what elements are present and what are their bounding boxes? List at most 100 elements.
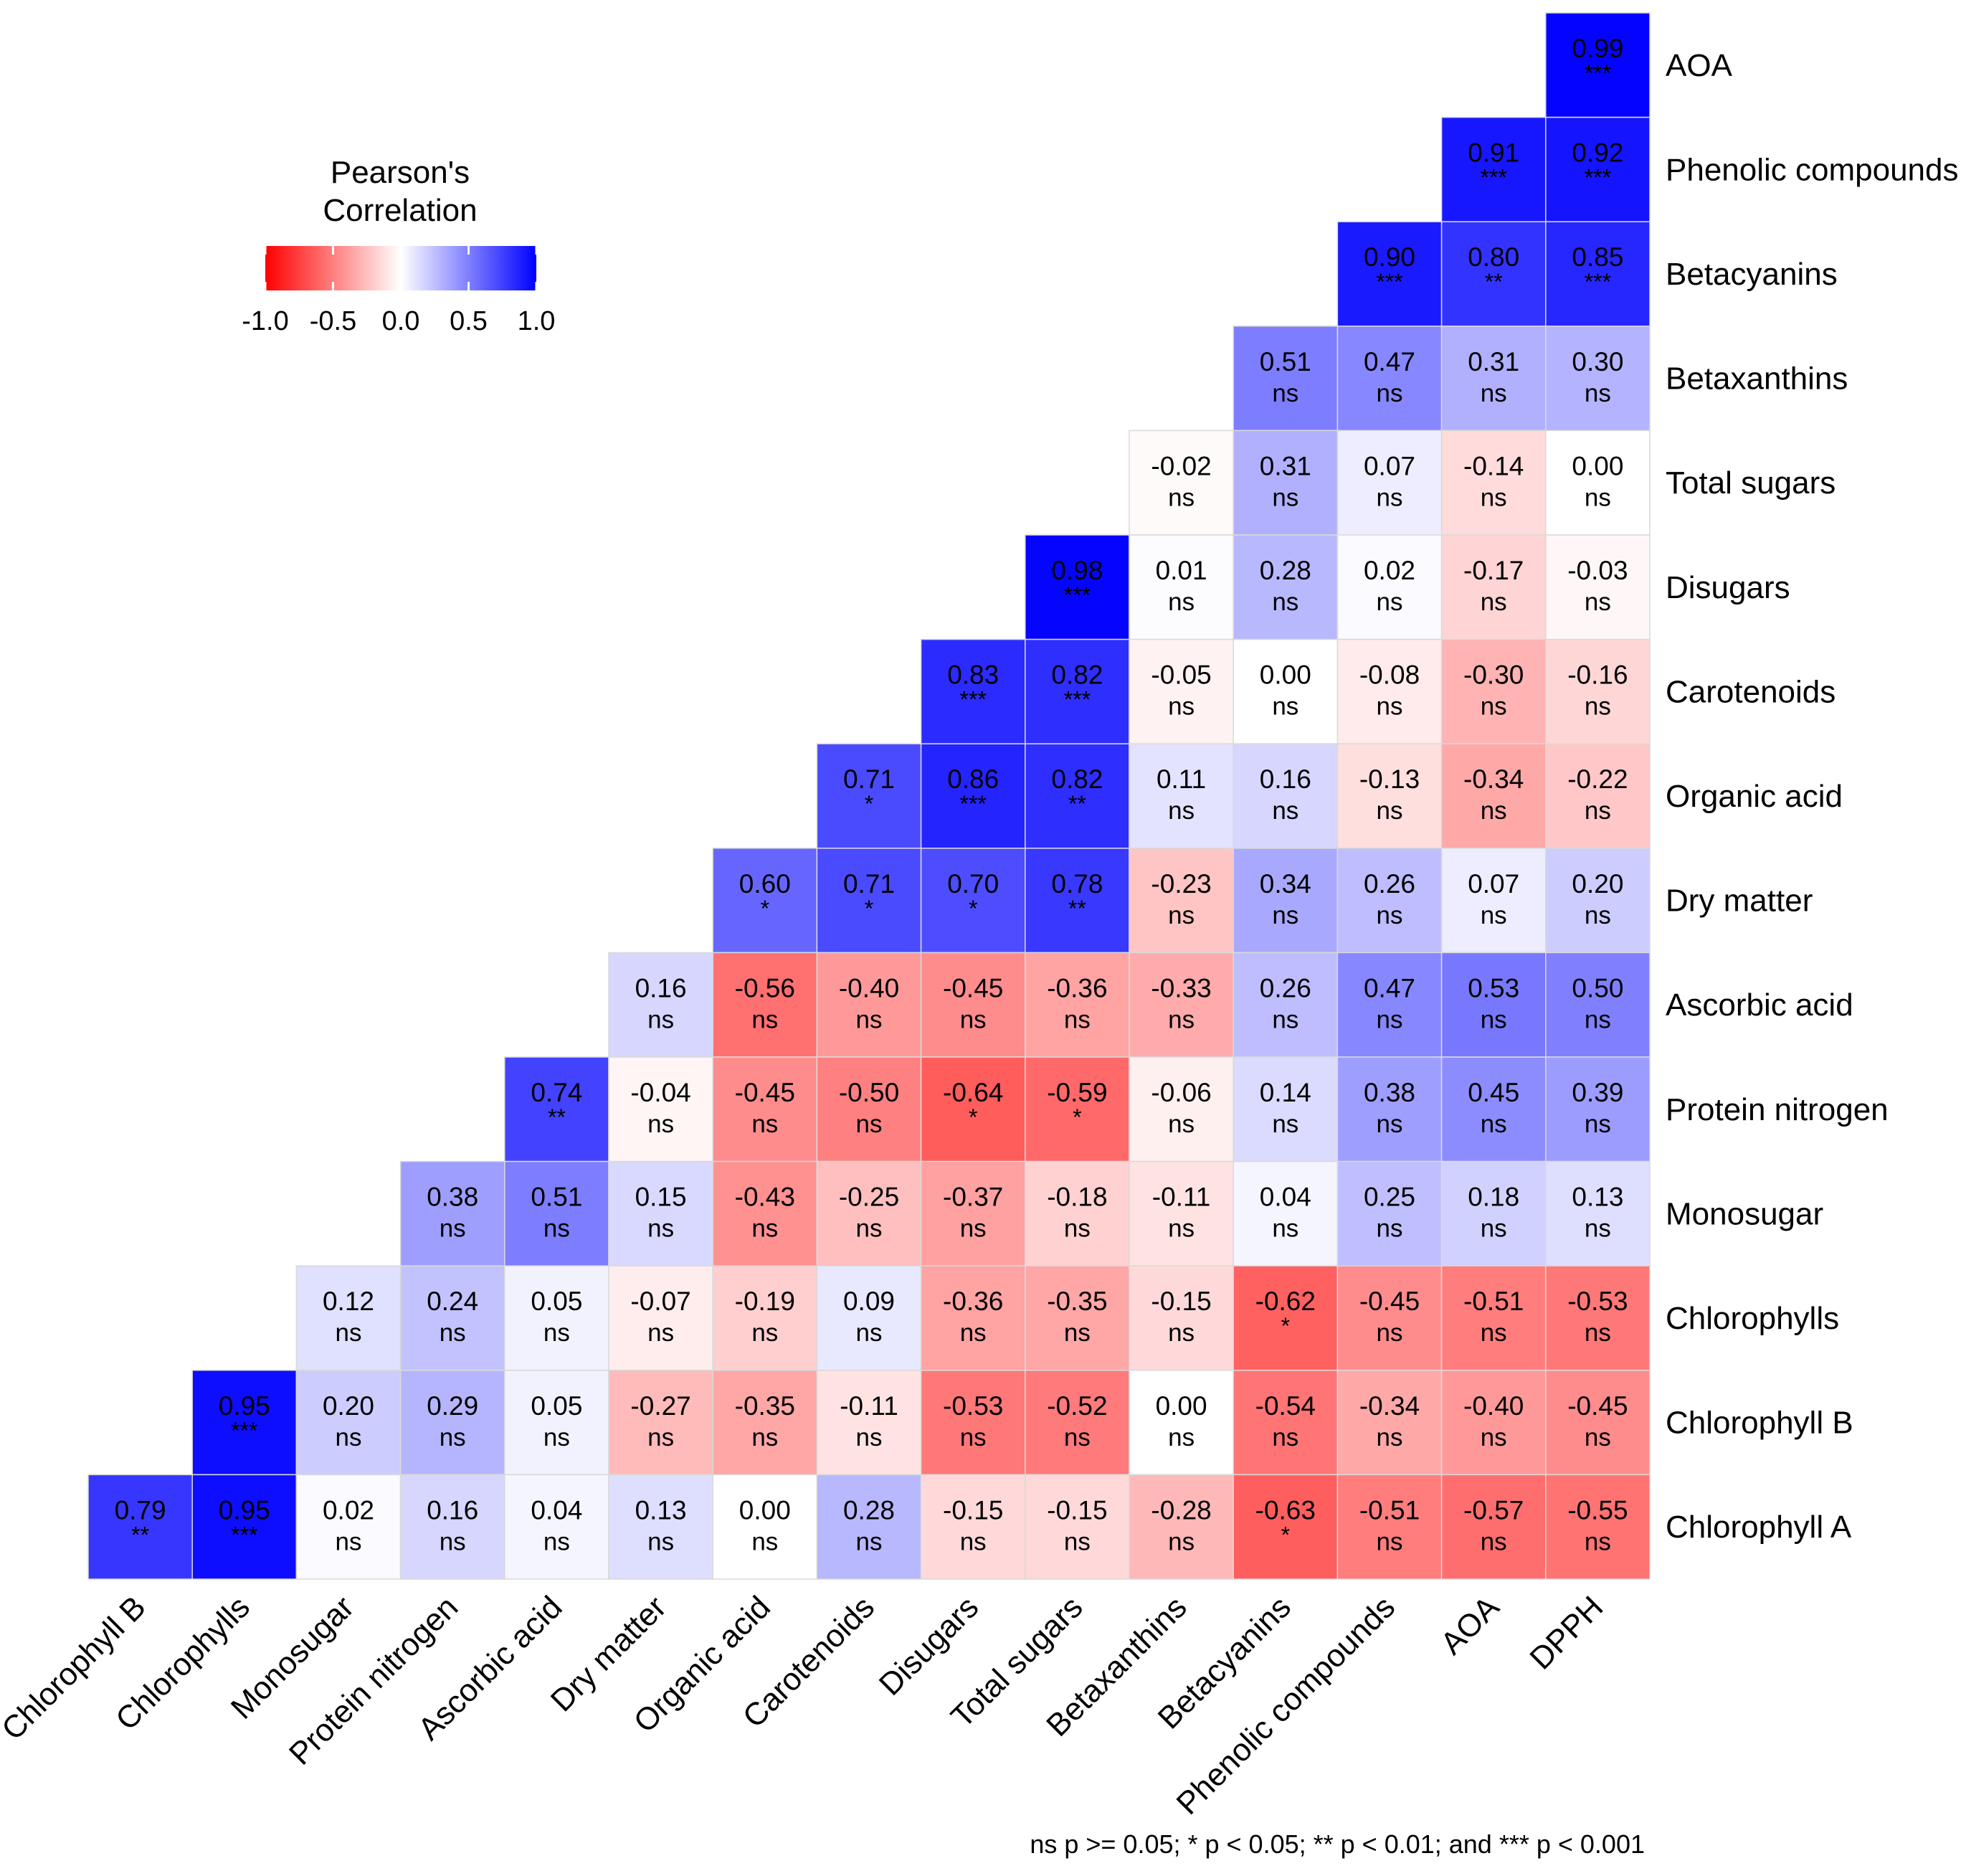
cell-significance-label: ns	[1585, 693, 1611, 721]
cell-value-label: 0.25	[1364, 1183, 1415, 1212]
cell-value-label: -0.03	[1567, 556, 1628, 585]
cell-value-label: -0.36	[943, 1287, 1003, 1316]
cell-value-label: -0.45	[735, 1078, 795, 1107]
cell-value-label: -0.45	[943, 973, 1003, 1003]
cell-significance-label: ns	[1481, 1005, 1507, 1033]
heatmap-cell	[1545, 326, 1651, 432]
row-label: Ascorbic acid	[1666, 987, 1853, 1023]
cell-significance-label: ns	[1585, 1005, 1611, 1033]
heatmap-cell	[1336, 1056, 1443, 1162]
heatmap-cell	[1233, 952, 1339, 1058]
cell-value-label: -0.35	[1047, 1287, 1107, 1316]
cell-significance-label: ***	[1064, 582, 1091, 608]
cell-value-label: 0.24	[427, 1287, 478, 1316]
cell-significance-label: ns	[856, 1423, 883, 1451]
heatmap-cell	[1440, 1056, 1547, 1162]
cell-value-label: 0.82	[1051, 660, 1103, 690]
heatmap-cell	[504, 1265, 609, 1371]
heatmap-cell	[1440, 1370, 1547, 1476]
heatmap-cell	[1545, 743, 1651, 849]
cell-value-label: 0.92	[1572, 138, 1623, 168]
legend-tick-label: -0.5	[310, 306, 356, 336]
cell-significance-label: ns	[1272, 1005, 1298, 1033]
cell-significance-label: ***	[231, 1418, 257, 1444]
row-label: Monosugar	[1666, 1196, 1823, 1231]
cell-value-label: 0.26	[1364, 869, 1415, 899]
cell-significance-label: ***	[960, 791, 987, 817]
cell-value-label: 0.38	[427, 1183, 478, 1212]
heatmap-cell	[1233, 534, 1339, 640]
cell-value-label: -0.33	[1151, 973, 1211, 1003]
heatmap-cell	[712, 1160, 818, 1266]
cell-significance-label: ***	[1585, 60, 1611, 86]
cell-significance-label: ns	[1481, 1527, 1507, 1555]
cell-significance-label: ns	[1377, 901, 1403, 929]
legend-tick-label: 1.0	[518, 306, 556, 336]
heatmap-cell	[920, 1370, 1026, 1476]
heatmap-cell	[1440, 952, 1547, 1058]
cell-value-label: -0.34	[1463, 764, 1524, 794]
heatmap-cell	[1233, 848, 1339, 954]
row-label: Phenolic compounds	[1666, 152, 1958, 187]
heatmap-cell	[1129, 952, 1234, 1058]
cell-value-label: 0.28	[1260, 556, 1311, 585]
cell-value-label: 0.01	[1156, 556, 1207, 585]
cell-significance-label: ns	[647, 1423, 674, 1451]
cell-significance-label: ns	[856, 1005, 883, 1033]
cell-value-label: -0.40	[1463, 1391, 1524, 1421]
heatmap-cell	[1336, 638, 1443, 744]
heatmap-cell	[712, 952, 818, 1058]
cell-significance-label: *	[969, 1104, 977, 1130]
heatmap-cell	[1440, 326, 1547, 432]
cell-significance-label: ns	[1064, 1215, 1091, 1243]
heatmap-cell	[1440, 1160, 1547, 1266]
cell-significance-label: ns	[1481, 379, 1507, 407]
cell-significance-label: ns	[1272, 1110, 1298, 1138]
cell-value-label: 0.20	[1572, 869, 1623, 899]
row-label: Chlorophylls	[1666, 1301, 1839, 1336]
cell-significance-label: ns	[960, 1005, 987, 1033]
cell-value-label: 0.16	[635, 973, 687, 1003]
cell-significance-label: ns	[1585, 588, 1611, 616]
heatmap-cell	[920, 1265, 1026, 1371]
heatmap-cell	[191, 1370, 298, 1476]
heatmap-cell	[1545, 952, 1651, 1058]
cell-significance-label: ns	[1585, 1423, 1611, 1451]
cell-significance-label: ns	[1377, 379, 1403, 407]
heatmap-cell	[1025, 952, 1130, 1058]
cell-value-label: -0.25	[839, 1183, 899, 1212]
heatmap-cell	[712, 1370, 818, 1476]
cell-significance-label: ns	[1377, 693, 1403, 721]
cell-value-label: 0.47	[1364, 347, 1415, 376]
heatmap-cell	[87, 1474, 193, 1580]
heatmap-cell	[295, 1370, 402, 1476]
cell-significance-label: ns	[543, 1215, 570, 1243]
heatmap-cell	[920, 952, 1026, 1058]
cell-significance-label: ns	[1377, 797, 1403, 825]
cell-value-label: 0.02	[1364, 556, 1415, 585]
cell-significance-label: ***	[1585, 269, 1611, 295]
cell-value-label: 0.31	[1468, 347, 1519, 376]
heatmap-cell	[816, 952, 922, 1058]
cell-value-label: 0.00	[1260, 660, 1311, 690]
row-label: Betacyanins	[1666, 257, 1838, 292]
cell-significance-label: ns	[1272, 1215, 1298, 1243]
heatmap-cell	[1233, 1265, 1339, 1371]
legend-title-line1: Pearson's	[331, 155, 470, 190]
legend-tick-label: -1.0	[242, 306, 288, 336]
cell-significance-label: ns	[1168, 588, 1195, 616]
cell-value-label: -0.52	[1047, 1391, 1107, 1421]
cell-significance-label: *	[761, 896, 769, 922]
cell-value-label: 0.85	[1572, 242, 1623, 272]
heatmap-cell	[1233, 1474, 1339, 1580]
cell-significance-label: ns	[751, 1319, 778, 1347]
cell-significance-label: ns	[1377, 483, 1403, 511]
cell-significance-label: ns	[1272, 483, 1298, 511]
cell-value-label: -0.06	[1151, 1078, 1211, 1107]
cell-value-label: 0.95	[219, 1495, 270, 1525]
cell-significance-label: ns	[336, 1423, 362, 1451]
cell-value-label: -0.28	[1151, 1495, 1211, 1525]
cell-significance-label: ns	[960, 1319, 987, 1347]
heatmap-cell	[1440, 638, 1547, 744]
